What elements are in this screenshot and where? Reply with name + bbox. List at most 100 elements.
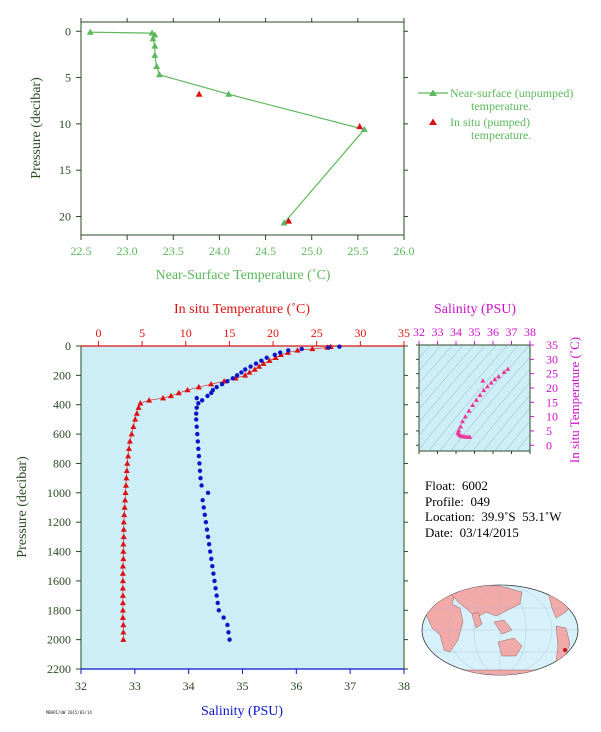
legend-unpumped-text-2: temperature. <box>471 99 531 113</box>
temperature-point <box>184 386 191 393</box>
top-x-tick-label: 25.5 <box>347 244 368 258</box>
salinity-point <box>230 376 236 381</box>
ts-density-contour <box>419 345 486 423</box>
temperature-point <box>242 372 249 378</box>
temperature-point <box>128 430 135 437</box>
ts-point <box>496 373 502 379</box>
temperature-point <box>120 526 127 532</box>
map-graticule <box>422 585 578 675</box>
ts-density-contour <box>419 345 464 397</box>
top-x-tick-label: 22.5 <box>71 244 92 258</box>
profile-y-tick-label: 1600 <box>47 574 71 588</box>
salinity-point <box>277 350 283 355</box>
temperature-point <box>272 354 279 360</box>
ts-point <box>501 369 507 375</box>
salinity-point <box>227 637 232 642</box>
top-x-tick-label: 23.5 <box>163 244 184 258</box>
unpumped-temperature-point <box>280 219 288 226</box>
salinity-point <box>234 373 240 378</box>
ts-density-contour <box>419 345 453 384</box>
ts-point <box>480 378 486 383</box>
salinity-point <box>200 497 205 503</box>
unpumped-temperature-point <box>360 125 368 132</box>
salinity-point <box>195 439 201 444</box>
temperature-point <box>132 416 139 422</box>
salinity-point <box>219 381 225 387</box>
temperature-point <box>120 636 127 642</box>
ts-density-contour <box>483 394 530 451</box>
temperature-point <box>146 397 153 403</box>
top-y-tick-label: 20 <box>59 209 71 223</box>
ts-density-contour <box>527 447 530 451</box>
profile-y-axis-label: Pressure (decibar) <box>15 456 30 558</box>
ts-y-tick-label: 15 <box>546 395 558 409</box>
legend-pumped-text-2: temperature. <box>471 128 531 142</box>
ts-density-contour <box>419 345 475 410</box>
salinity-point <box>326 345 331 350</box>
salinity-point <box>194 395 199 401</box>
salinity-point <box>337 344 342 349</box>
legend-pumped-marker <box>429 118 437 125</box>
temperature-tick-label: 15 <box>223 326 235 340</box>
float-info: Float: 6002 Profile: 049 Location: 39.9˚… <box>425 478 561 540</box>
salinity-point <box>253 361 259 366</box>
salinity-point <box>210 564 215 569</box>
temperature-point <box>120 629 127 635</box>
profile-y-tick-label: 1200 <box>47 515 71 529</box>
world-map <box>421 584 579 676</box>
temperature-point <box>119 599 126 606</box>
temperature-point <box>251 366 258 372</box>
salinity-point <box>211 571 216 576</box>
ts-x-tick-label: 35 <box>469 325 481 339</box>
salinity-point <box>209 556 214 562</box>
salinity-point <box>215 600 220 606</box>
profile-y-tick-label: 0 <box>65 339 71 353</box>
temperature-tick-label: 20 <box>267 326 279 340</box>
ts-y-tick-label: 35 <box>546 338 558 352</box>
top-x-tick-label: 24.0 <box>209 244 230 258</box>
temperature-point <box>260 360 267 366</box>
ts-density-contour <box>439 345 530 451</box>
legend-unpumped-text-1: Near-surface (unpumped) <box>450 86 573 100</box>
top-x-axis-label: Near-Surface Temperature (˚C) <box>156 268 331 283</box>
ts-x-tick-label: 34 <box>450 325 462 339</box>
salinity-point <box>199 483 204 488</box>
temperature-point <box>133 410 140 416</box>
temperature-point <box>120 541 127 547</box>
salinity-point <box>202 512 208 518</box>
temperature-point <box>119 570 126 576</box>
temperature-point <box>122 482 129 488</box>
ts-x-tick-label: 36 <box>487 325 499 339</box>
salinity-tick-label: 36 <box>290 679 302 693</box>
ts-x-tick-label: 37 <box>506 325 518 339</box>
pumped-temperature-point <box>195 90 203 97</box>
top-y-tick-label: 10 <box>59 117 71 131</box>
ts-density-contour <box>450 356 530 451</box>
salinity-axis-label: Salinity (PSU) <box>201 704 283 719</box>
float-location: Location: 39.9˚S 53.1˚W <box>425 509 562 524</box>
ts-y-tick-label: 5 <box>546 424 552 438</box>
salinity-point <box>209 390 214 396</box>
salinity-point <box>272 352 277 358</box>
salinity-point <box>199 398 205 403</box>
temperature-point <box>167 392 174 399</box>
ts-x-tick-label: 33 <box>432 325 444 339</box>
temperature-point <box>119 592 126 598</box>
ts-density-contour <box>516 434 530 451</box>
ts-point <box>488 380 494 385</box>
temperature-point <box>195 383 202 390</box>
temperature-point <box>124 460 131 466</box>
top-x-tick-label: 23.0 <box>117 244 138 258</box>
pumped-temperature-point <box>285 217 293 224</box>
legend-unpumped-marker <box>429 89 437 96</box>
temperature-tick-label: 30 <box>354 326 366 340</box>
temperature-axis-label: In situ Temperature (˚C) <box>174 302 310 317</box>
temperature-point <box>175 389 182 396</box>
ts-point <box>462 414 468 419</box>
ts-y-tick-label: 25 <box>546 367 558 381</box>
profile-y-tick-label: 600 <box>53 427 71 441</box>
legend-pumped-text-1: In situ (pumped) <box>450 115 530 129</box>
salinity-point <box>221 615 226 620</box>
temperature-point <box>121 511 128 518</box>
